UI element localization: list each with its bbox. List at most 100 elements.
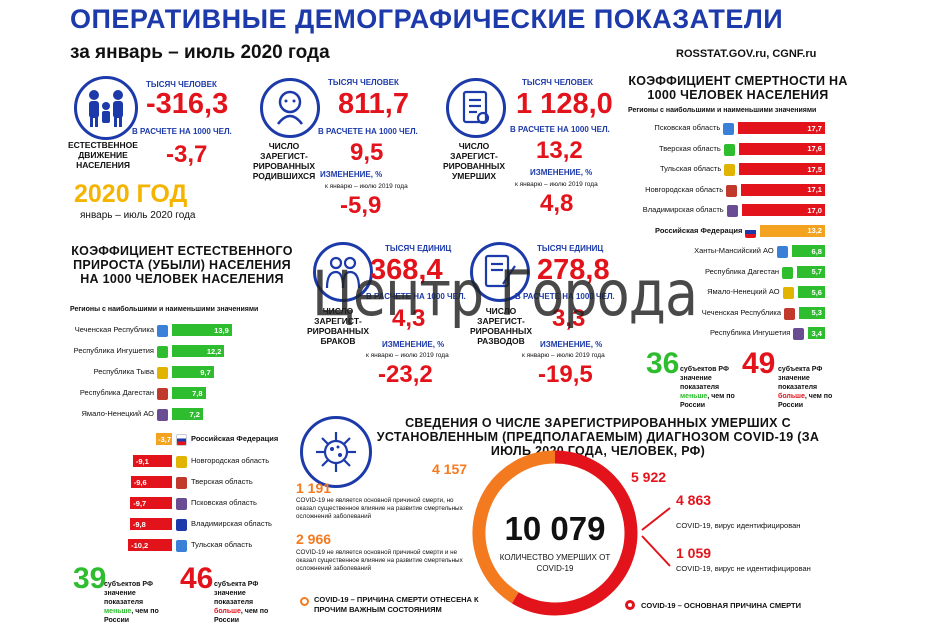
growth-bar: 9,7: [172, 366, 214, 378]
growth-row-label: Владимирская область: [191, 519, 272, 528]
mortality-bar: 17,6: [738, 142, 825, 155]
legend-main-marker: [625, 600, 635, 610]
births-change: -5,9: [340, 192, 382, 219]
growth-row-label: Чеченская Республика: [74, 325, 154, 334]
growth-row-emblem-icon: [157, 346, 168, 358]
growth-row-label: Республика Дагестан: [79, 388, 154, 397]
growth-bar: -9,1: [132, 455, 172, 467]
growth-title: КОЭФФИЦИЕНТ ЕСТЕСТВЕННОГО ПРИРОСТА (УБЫЛ…: [71, 244, 293, 286]
mortality-row-label: Республика Дагестан: [704, 266, 780, 276]
baby-icon: [260, 78, 320, 138]
mortality-row-label: Тульская область: [659, 164, 722, 173]
mortality-more-text: субъекта РФ значение показателя больше, че…: [778, 366, 833, 409]
divorces-value: 278,8: [537, 254, 610, 286]
natural-unit: ТЫСЯЧ ЧЕЛОВЕК: [146, 80, 217, 89]
births-label: ЧИСЛО ЗАРЕГИСТ-РИРОВАННЫХ РОДИВШИХСЯ: [252, 141, 316, 181]
mortality-row-label: Псковская область: [654, 123, 721, 132]
mortality-row-emblem-icon: [776, 246, 788, 258]
deaths-label: ЧИСЛО ЗАРЕГИСТ-РИРОВАННЫХ УМЕРШИХ: [442, 141, 506, 181]
growth-row-emblem-icon: [157, 325, 168, 337]
marriages-change-label: ИЗМЕНЕНИЕ, %: [382, 340, 445, 349]
growth-bar: -9,8: [129, 518, 172, 530]
page-title: ОПЕРАТИВНЫЕ ДЕМОГРАФИЧЕСКИЕ ПОКАЗАТЕЛИ: [70, 4, 784, 34]
growth-rf-bar: -3,7: [156, 433, 172, 445]
growth-bar: 7,2: [172, 408, 203, 420]
period-label: январь – июль 2020 года: [80, 210, 196, 221]
growth-row-emblem-icon: [176, 456, 187, 468]
covid-d-value: 1 059: [676, 545, 712, 561]
virus-icon: [300, 416, 372, 488]
births-unit: ТЫСЯЧ ЧЕЛОВЕК: [328, 78, 399, 87]
growth-row-label: Псковская область: [191, 498, 257, 507]
marriages-change: -23,2: [378, 361, 433, 388]
births-value: 811,7: [338, 88, 409, 120]
mortality-bar: 17,5: [739, 163, 825, 175]
growth-more-count: 46: [180, 562, 214, 595]
year-label: 2020 ГОД: [74, 180, 188, 208]
divorces-change-note: к январю – июлю 2019 года: [522, 352, 605, 359]
covid-connectors: [641, 507, 671, 567]
births-per-label: В РАСЧЕТЕ НА 1000 ЧЕЛ.: [318, 127, 418, 136]
covid-donut: [472, 450, 638, 616]
mortality-row-emblem-icon: [793, 328, 805, 340]
mortality-row-label: Ямало-Ненецкий АО: [707, 287, 780, 296]
natural-per-value: -3,7: [166, 141, 208, 168]
mortality-row-emblem-icon: [723, 143, 735, 156]
mortality-bar: 17,7: [738, 122, 825, 134]
mortality-row-emblem-icon: [726, 205, 738, 217]
deaths-unit: ТЫСЯЧ ЧЕЛОВЕК: [522, 78, 593, 87]
divorces-per-label: В РАСЧЕТЕ НА 1000 ЧЕЛ.: [515, 292, 615, 301]
growth-bar: -10,2: [128, 539, 172, 551]
growth-rf-label: Российская Федерация: [191, 434, 279, 443]
covid-a-value: 1 191: [296, 480, 332, 496]
mortality-row-label: Новгородская область: [645, 184, 724, 194]
mortality-row-emblem-icon: [726, 184, 738, 197]
mortality-row-emblem-icon: [782, 266, 794, 279]
divorces-label: ЧИСЛО ЗАРЕГИСТ-РИРОВАННЫХ РАЗВОДОВ: [469, 306, 533, 346]
growth-row-label: Новгородская область: [191, 456, 270, 465]
document-icon: [446, 78, 506, 138]
mortality-row-label: Ханты-Мансийский АО: [694, 246, 774, 255]
marriages-value: 368,4: [370, 254, 443, 286]
deaths-change-label: ИЗМЕНЕНИЕ, %: [530, 168, 593, 177]
page-subtitle: за январь – июль 2020 года: [70, 42, 330, 63]
deaths-value: 1 128,0: [516, 88, 613, 120]
mortality-row-emblem-icon: [782, 287, 794, 299]
deaths-change: 4,8: [540, 190, 574, 217]
donut-main-segment: [511, 450, 638, 616]
marriages-per-label: В РАСЧЕТЕ НА 1000 ЧЕЛ.: [366, 292, 466, 301]
contract-icon: [470, 242, 530, 302]
growth-bar: -9,6: [130, 476, 172, 488]
growth-row-emblem-icon: [176, 477, 187, 489]
deaths-per-label: В РАСЧЕТЕ НА 1000 ЧЕЛ.: [510, 125, 610, 134]
mortality-row-label: Владимирская область: [642, 205, 724, 214]
natural-per-label: В РАСЧЕТЕ НА 1000 ЧЕЛ.: [132, 127, 232, 136]
marriages-per-value: 4,3: [392, 305, 426, 332]
mortality-note: Регионы с наибольшими и наименьшими знач…: [628, 107, 817, 114]
growth-row-emblem-icon: [157, 409, 168, 421]
mortality-row-emblem-icon: [723, 123, 735, 135]
legend-other-marker: [300, 597, 309, 606]
growth-row-emblem-icon: [176, 498, 187, 510]
family-icon: [74, 76, 138, 140]
growth-row-emblem-icon: [176, 519, 187, 531]
mortality-bar: 13,2: [760, 224, 825, 237]
divorces-change-label: ИЗМЕНЕНИЕ, %: [540, 340, 603, 349]
growth-row-emblem-icon: [157, 367, 168, 379]
mortality-bar: 5,3: [799, 306, 825, 319]
deaths-change-note: к январю – июлю 2019 года: [515, 181, 598, 188]
russia-flag-icon: [176, 434, 187, 446]
marriages-label: ЧИСЛО ЗАРЕГИСТ-РИРОВАННЫХ БРАКОВ: [306, 306, 370, 346]
divorces-unit: ТЫСЯЧ ЕДИНИЦ: [537, 244, 604, 253]
births-change-label: ИЗМЕНЕНИЕ, %: [320, 170, 383, 179]
mortality-row-label: Тверская область: [658, 143, 721, 153]
growth-note: Регионы с наибольшими и наименьшими знач…: [70, 306, 259, 313]
watermark: Центр Города: [312, 257, 698, 330]
covid-total-label: КОЛИЧЕСТВО УМЕРШИХ ОТ COVID-19: [499, 553, 611, 573]
covid-main-value: 5 922: [631, 469, 667, 485]
growth-bar: -9,7: [130, 497, 172, 509]
legend-other-text: COVID-19 – ПРИЧИНА СМЕРТИ ОТНЕСЕНА К ПРО…: [314, 595, 479, 614]
mortality-more-count: 49: [742, 347, 776, 380]
growth-row-emblem-icon: [157, 388, 168, 400]
growth-row-label: Тверская область: [191, 477, 253, 486]
